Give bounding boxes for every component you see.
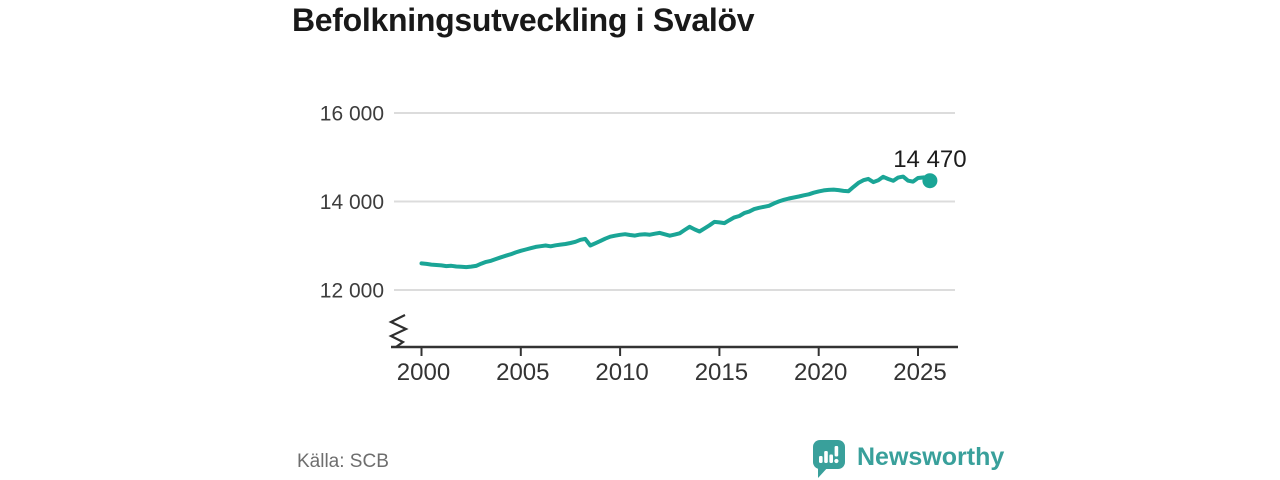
x-tick-label: 2010 [595,359,648,386]
x-tick-label: 2000 [397,359,450,386]
chart-title: Befolkningsutveckling i Svalöv [292,2,755,38]
x-axis-labels: 2000 2005 2010 2015 2020 2025 [397,359,947,386]
x-tick-label: 2025 [893,359,946,386]
newsworthy-logo: Newsworthy [812,440,1004,478]
brand-name: Newsworthy [857,443,1005,471]
newsworthy-bubble-barchart-icon [813,440,845,478]
x-tick-label: 2020 [794,359,847,386]
y-axis-labels: 16 000 14 000 12 000 [320,103,384,303]
population-series-line [419,174,932,270]
y-axis-break-zigzag-icon [388,314,409,348]
latest-value-label: 14 470 [893,145,967,173]
y-tick-label: 16 000 [320,103,384,126]
gridlines [394,112,955,291]
x-tick-label: 2005 [496,359,549,386]
latest-value-dot [922,173,938,189]
y-tick-label: 12 000 [320,280,384,303]
source-label: Källa: SCB [297,451,389,472]
x-axis-ticks [420,347,919,356]
y-tick-label: 14 000 [320,191,384,214]
x-tick-label: 2015 [695,359,748,386]
